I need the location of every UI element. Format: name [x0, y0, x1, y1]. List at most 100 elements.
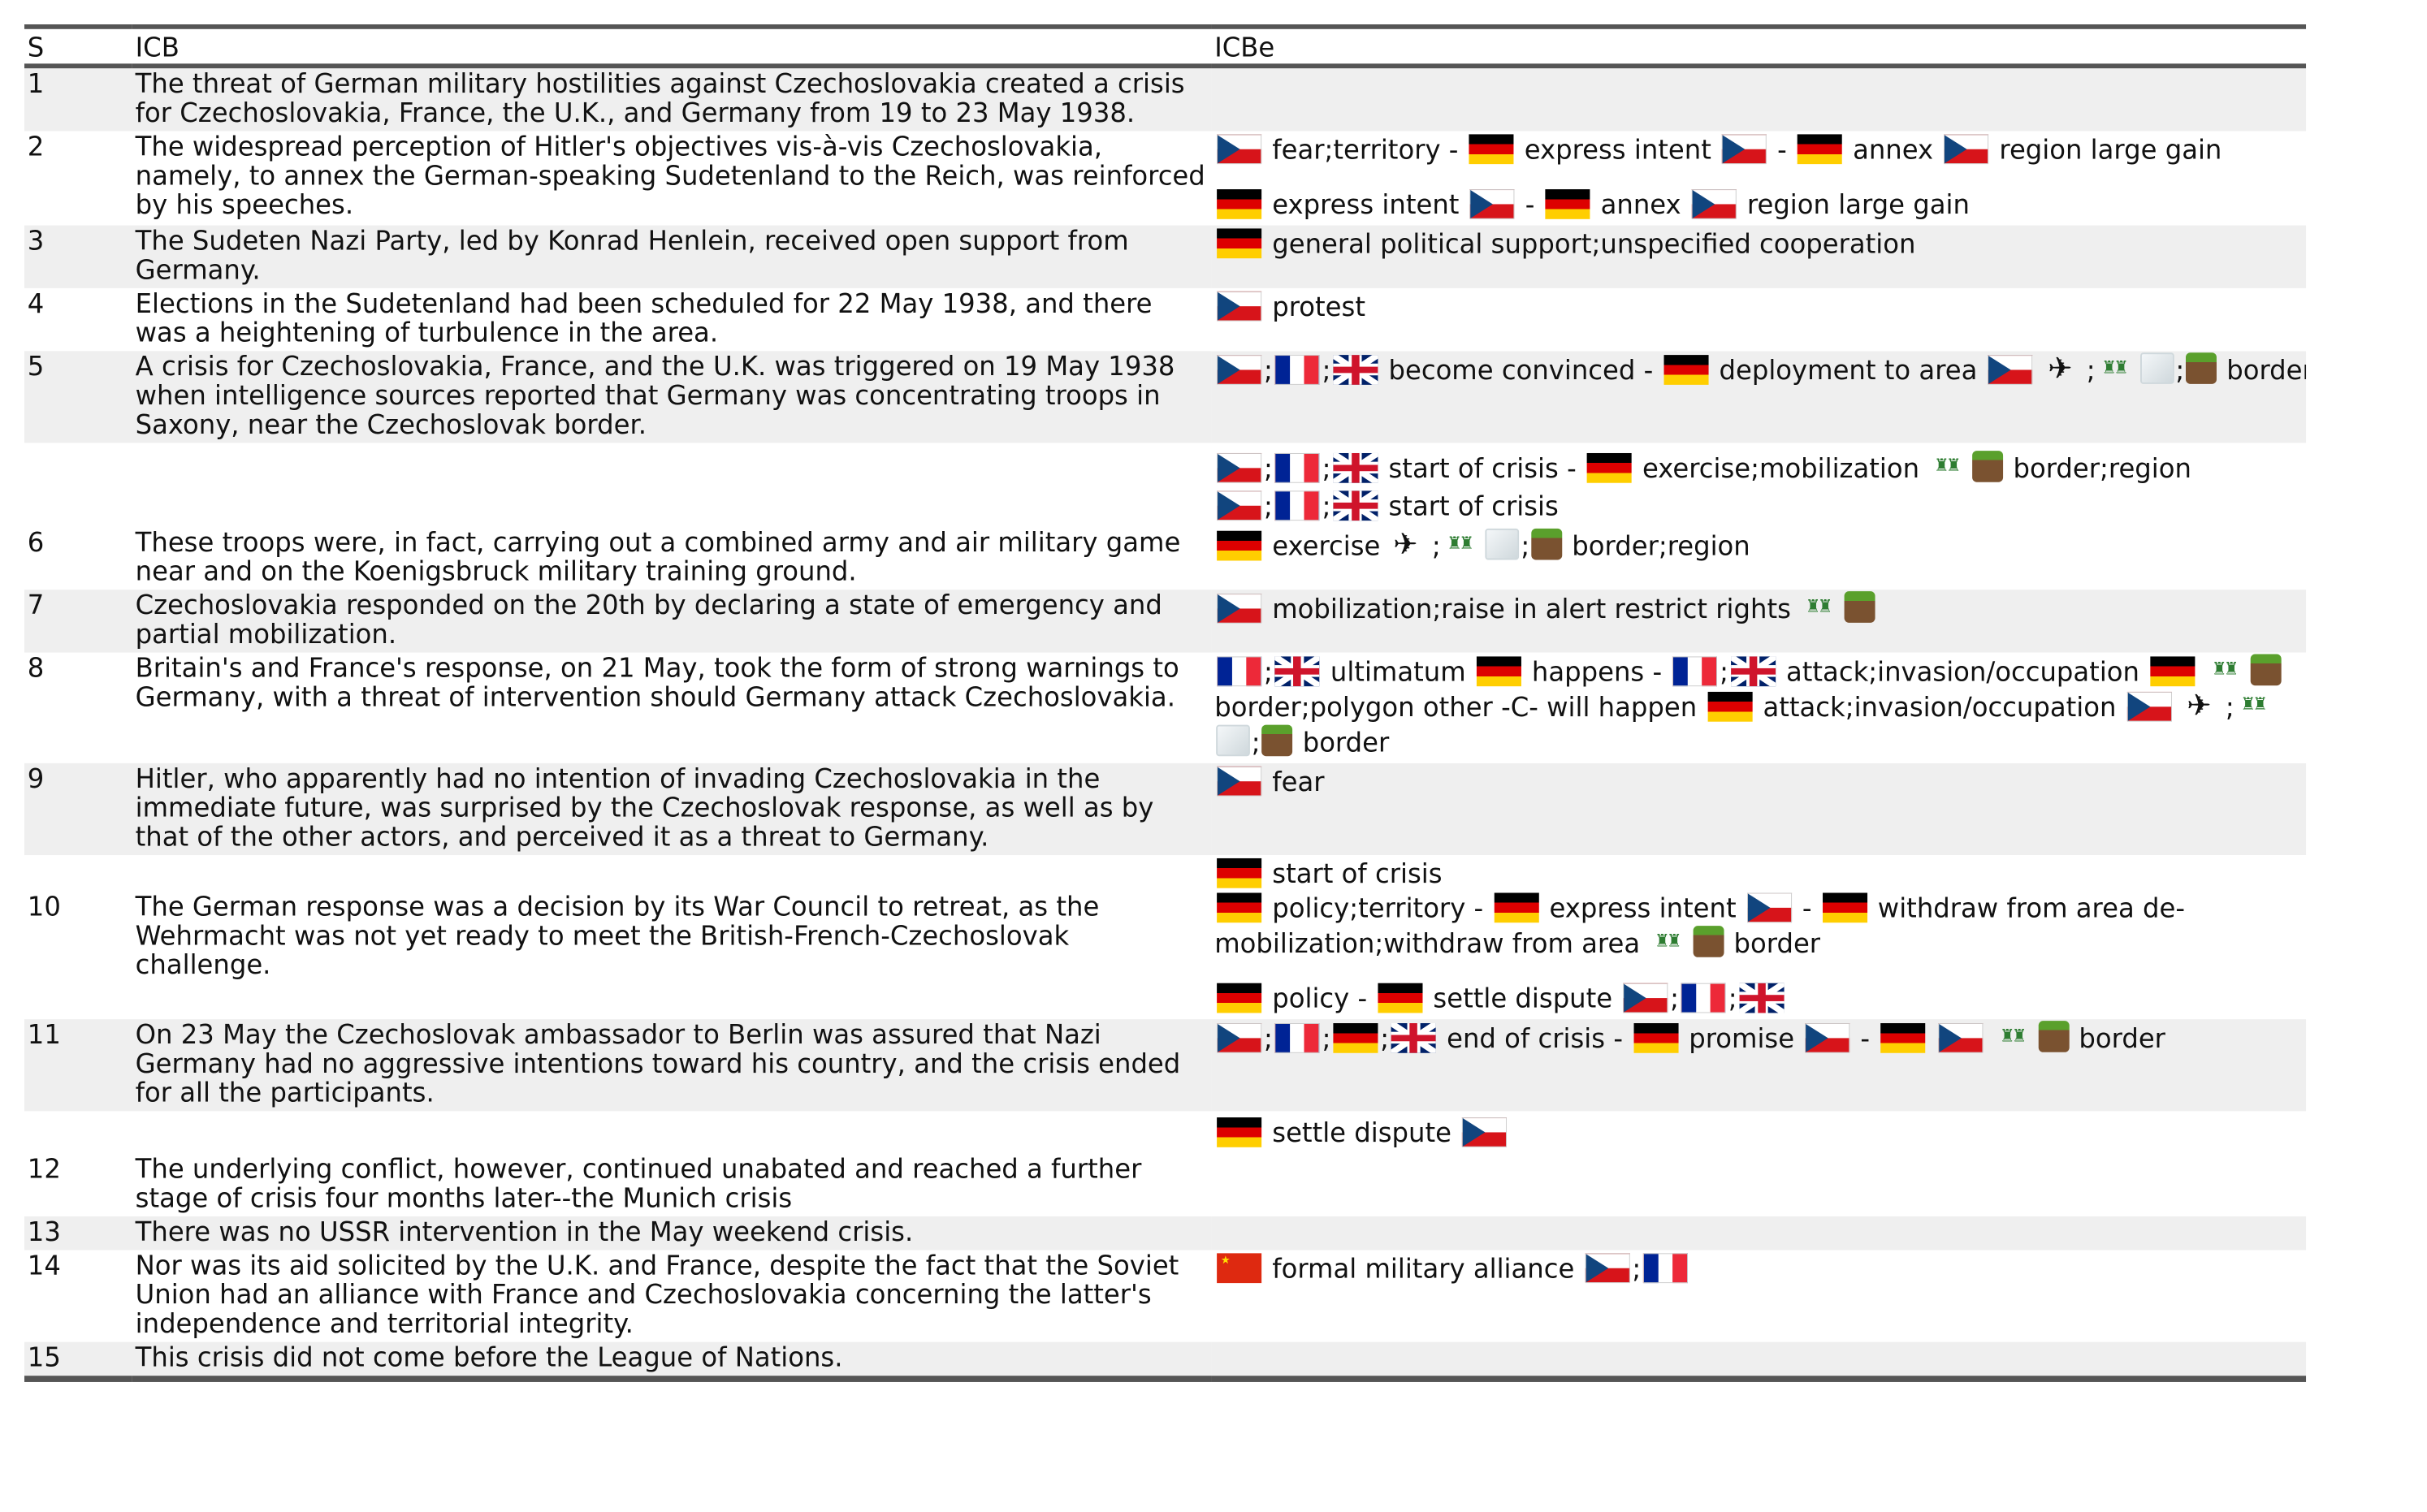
- table-row: 13 There was no USSR intervention in the…: [24, 1216, 2307, 1251]
- cell-s: 9: [24, 762, 132, 856]
- czech-flag-icon: [1217, 766, 1262, 797]
- czech-flag-icon: [1469, 189, 1515, 219]
- cell-icbe: fear: [1211, 762, 2307, 856]
- event-text: exercise: [1272, 530, 1381, 563]
- event-text: -: [1860, 1023, 1870, 1055]
- event-text: start of crisis: [1272, 858, 1443, 890]
- cell-s: 6: [27, 526, 45, 559]
- french-flag-icon: [1681, 983, 1726, 1013]
- uk-flag-icon: [1730, 656, 1776, 687]
- cell-icbe: ;;; end of crisis - promise - border: [1211, 1019, 2307, 1112]
- event-text: settle dispute: [1433, 983, 1613, 1015]
- event-line: general political support;unspecified co…: [1214, 227, 2306, 261]
- event-text: annex: [1853, 134, 1934, 166]
- cell-icbe: protest: [1211, 288, 2306, 351]
- cell-icbe: [1211, 1216, 2307, 1251]
- land-icon: [1844, 591, 1875, 623]
- event-text: exercise;mobilization: [1642, 452, 1920, 485]
- cell-icbe: ; ultimatum happens - ; attack;invasion/…: [1211, 653, 2306, 763]
- land-icon: [2038, 1021, 2070, 1052]
- uk-flag-icon: [1333, 452, 1378, 483]
- czech-flag-icon: [1944, 134, 1989, 165]
- event-text: become convinced -: [1388, 355, 1654, 387]
- german-flag-icon: [1217, 530, 1262, 561]
- naval-icon: [1485, 528, 1520, 560]
- cell-icbe: general political support;unspecified co…: [1211, 225, 2307, 288]
- german-flag-icon: [1217, 983, 1262, 1013]
- french-flag-icon: [1274, 355, 1320, 385]
- german-flag-icon: [1217, 858, 1262, 888]
- event-text: express intent: [1272, 189, 1460, 221]
- table-row: 7 Czechoslovakia responded on the 20th b…: [24, 590, 2307, 653]
- german-flag-icon: [1378, 983, 1423, 1013]
- event-line: protest: [1214, 290, 2306, 325]
- table-row: 5 A crisis for Czechoslovakia, France, a…: [24, 351, 2307, 443]
- event-text: settle dispute: [1272, 1117, 1451, 1149]
- col-header-icbe: ICBe: [1211, 24, 2307, 69]
- troops-icon: [1443, 529, 1482, 560]
- table-row: 12 The underlying conflict, however, con…: [24, 1154, 2306, 1216]
- event-text: border;region: [2013, 452, 2191, 485]
- cell-icbe: fear;territory - express intent - annex …: [1211, 132, 2306, 226]
- cell-s: 2: [27, 131, 45, 163]
- event-line: ;; become convinced - deployment to area…: [1214, 352, 2306, 388]
- troops-icon: [1995, 1021, 2035, 1052]
- cell-s: 12: [27, 1153, 61, 1186]
- event-text: happens -: [1531, 656, 1663, 689]
- col-header-icb: ICB: [132, 24, 1212, 69]
- cell-s: 15: [24, 1341, 132, 1382]
- cell-icb: These troops were, in fact, carrying out…: [135, 526, 1181, 588]
- land-icon: [2186, 352, 2217, 384]
- cell-s: [24, 1111, 132, 1153]
- czech-flag-icon: [1722, 134, 1767, 165]
- event-line: ;;; end of crisis - promise - border: [1214, 1021, 2306, 1056]
- cell-s: 11: [24, 1019, 132, 1112]
- event-text: border;region: [2226, 355, 2307, 387]
- german-flag-icon: [2150, 656, 2196, 687]
- uk-flag-icon: [1391, 1023, 1437, 1053]
- czech-flag-icon: [1988, 355, 2033, 385]
- czech-flag-icon: [1217, 594, 1262, 624]
- cell-icbe: ;; become convinced - deployment to area…: [1211, 351, 2307, 443]
- cell-icb: The widespread perception of Hitler's ob…: [135, 131, 1205, 221]
- table-row: 14 Nor was its aid solicited by the U.K.…: [24, 1250, 2306, 1341]
- land-icon: [1693, 926, 1724, 957]
- german-flag-icon: [1476, 656, 1521, 687]
- air-force-icon: [2184, 689, 2224, 721]
- cell-icb: [132, 1111, 1212, 1153]
- french-flag-icon: [1274, 490, 1320, 521]
- document: S ICB ICBe 1 The threat of German milita…: [24, 24, 2427, 1494]
- event-text: express intent: [1549, 892, 1737, 925]
- uk-flag-icon: [1333, 355, 1378, 385]
- cell-icb: The threat of German military hostilitie…: [132, 66, 1212, 132]
- troops-icon: [2236, 689, 2276, 721]
- land-icon: [1261, 724, 1293, 757]
- event-text: end of crisis -: [1447, 1023, 1623, 1055]
- table-row: 4 Elections in the Sudetenland had been …: [24, 288, 2306, 351]
- cell-icbe: ;; start of crisis - exercise;mobilizati…: [1211, 443, 2306, 526]
- french-flag-icon: [1217, 656, 1262, 687]
- uk-flag-icon: [1274, 656, 1320, 687]
- cell-s: 8: [27, 652, 45, 685]
- event-line: formal military alliance ;: [1214, 1251, 2306, 1286]
- czech-flag-icon: [1217, 452, 1262, 483]
- german-flag-icon: [1880, 1023, 1926, 1053]
- event-text: -: [1525, 189, 1535, 221]
- cell-icbe: [1211, 1154, 2306, 1216]
- cell-icbe: [1211, 66, 2307, 132]
- table-row: 15 This crisis did not come before the L…: [24, 1341, 2307, 1382]
- event-text: start of crisis: [1388, 490, 1559, 523]
- troops-icon: [2207, 654, 2247, 686]
- cell-s: 5: [24, 351, 132, 443]
- czech-flag-icon: [1805, 1023, 1850, 1053]
- table-row: 6 These troops were, in fact, carrying o…: [24, 527, 2306, 590]
- czech-flag-icon: [1746, 892, 1792, 923]
- cell-s: 3: [24, 225, 132, 288]
- event-text: withdraw from area de-mobilization;withd…: [1214, 892, 2185, 960]
- table-row: 10 The German response was a decision by…: [24, 855, 2306, 1019]
- event-text: policy -: [1272, 983, 1368, 1015]
- event-text: fear: [1272, 766, 1325, 798]
- event-line: ;; start of crisis - exercise;mobilizati…: [1214, 451, 2306, 486]
- cell-icbe: [1211, 1341, 2307, 1382]
- cell-icb: Nor was its aid solicited by the U.K. an…: [135, 1250, 1179, 1340]
